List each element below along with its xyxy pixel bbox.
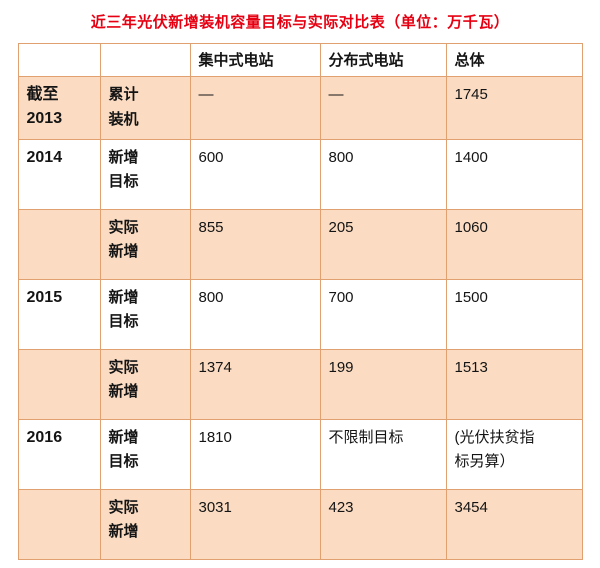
- value-distributed: 423: [319, 488, 447, 560]
- value-total: (光伏扶贫指 标另算）: [445, 418, 583, 490]
- value-centralized: 3031: [189, 488, 321, 560]
- table-row-2015-actual: 实际 新增 1374 199 1513: [17, 348, 583, 420]
- header-centralized-station: 集中式电站: [189, 43, 321, 77]
- table-row-2014-actual: 实际 新增 855 205 1060: [17, 208, 583, 280]
- value-centralized: 1374: [189, 348, 321, 420]
- value-centralized: —: [189, 76, 321, 140]
- year-cell: [17, 208, 101, 280]
- value-total: 1060: [445, 208, 583, 280]
- row-label: 实际 新增: [99, 208, 191, 280]
- value-distributed: 205: [319, 208, 447, 280]
- value-distributed: 不限制目标: [319, 418, 447, 490]
- value-total: 3454: [445, 488, 583, 560]
- table-row-2016-target: 2016 新增 目标 1810 不限制目标 (光伏扶贫指 标另算）: [17, 418, 583, 490]
- table-row-2013-cumulative: 截至 2013 累计 装机 — — 1745: [17, 76, 583, 140]
- header-empty-year: [17, 43, 101, 77]
- comparison-table: 集中式电站 分布式电站 总体 截至 2013 累计 装机 — — 1745 20…: [17, 43, 583, 560]
- row-label: 新增 目标: [99, 138, 191, 210]
- year-cell: [17, 488, 101, 560]
- value-distributed: —: [319, 76, 447, 140]
- row-label: 新增 目标: [99, 278, 191, 350]
- value-centralized: 600: [189, 138, 321, 210]
- year-cell: 2016: [17, 418, 101, 490]
- year-cell: 2015: [17, 278, 101, 350]
- row-label: 新增 目标: [99, 418, 191, 490]
- table-row-2015-target: 2015 新增 目标 800 700 1500: [17, 278, 583, 350]
- year-cell: 截至 2013: [17, 76, 101, 140]
- value-total: 1745: [445, 76, 583, 140]
- row-label: 实际 新增: [99, 488, 191, 560]
- header-empty-label: [99, 43, 191, 77]
- value-centralized: 1810: [189, 418, 321, 490]
- table-row-2014-target: 2014 新增 目标 600 800 1400: [17, 138, 583, 210]
- page-title: 近三年光伏新增装机容量目标与实际对比表（单位：万千瓦）: [90, 14, 510, 31]
- value-total: 1513: [445, 348, 583, 420]
- year-cell: 2014: [17, 138, 101, 210]
- value-centralized: 800: [189, 278, 321, 350]
- value-distributed: 800: [319, 138, 447, 210]
- year-cell: [17, 348, 101, 420]
- value-total: 1500: [445, 278, 583, 350]
- table-header-row: 集中式电站 分布式电站 总体: [17, 43, 583, 77]
- table-row-2016-actual: 实际 新增 3031 423 3454: [17, 488, 583, 560]
- value-distributed: 199: [319, 348, 447, 420]
- header-total: 总体: [445, 43, 583, 77]
- row-label: 累计 装机: [99, 76, 191, 140]
- row-label: 实际 新增: [99, 348, 191, 420]
- value-total: 1400: [445, 138, 583, 210]
- header-distributed-station: 分布式电站: [319, 43, 447, 77]
- value-distributed: 700: [319, 278, 447, 350]
- value-centralized: 855: [189, 208, 321, 280]
